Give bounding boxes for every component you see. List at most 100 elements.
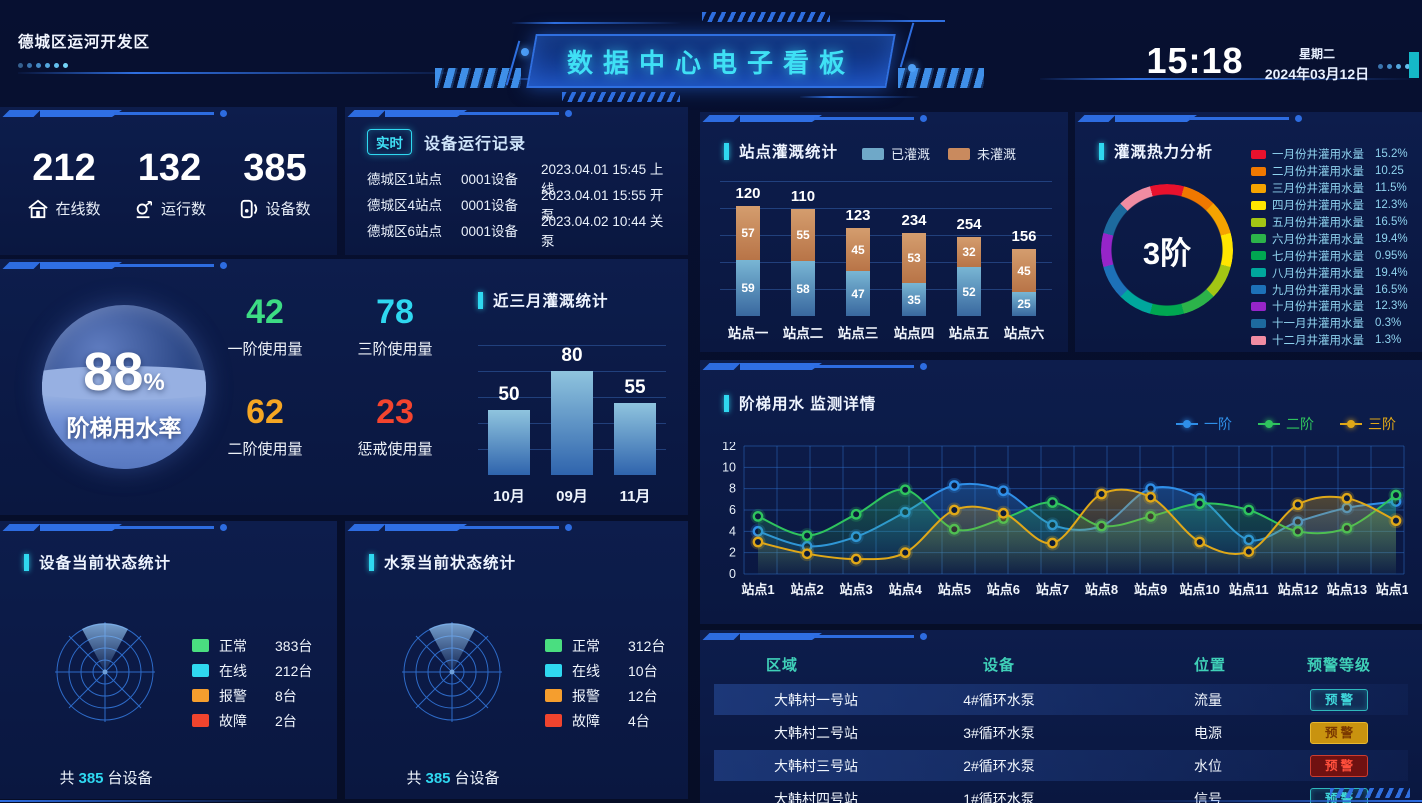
deco-bar bbox=[1115, 115, 1197, 122]
x-axis-label: 站点11 bbox=[1229, 582, 1269, 597]
grid-line bbox=[478, 345, 666, 346]
chevron bbox=[11, 524, 32, 531]
bar-segment-not-irrigated: 53 bbox=[902, 233, 926, 283]
legend-item[interactable]: 一阶 bbox=[1176, 414, 1232, 434]
legend-item[interactable]: 三月份井灌用水量 11.5% bbox=[1251, 180, 1419, 197]
header: 德城区运河开发区 数据中心电子看板 15:18 星期二 2024年03月12日 bbox=[0, 0, 1422, 105]
cell-area: 大韩村一号站 bbox=[774, 691, 858, 708]
legend-label: 八月份井灌用水量 bbox=[1272, 267, 1364, 280]
records-title: 设备运行记录 bbox=[424, 136, 527, 153]
bar-segment-not-irrigated: 57 bbox=[736, 206, 760, 260]
warning-badge[interactable]: 预警 bbox=[1310, 754, 1368, 777]
dot bbox=[54, 63, 59, 68]
legend-label: 报警 bbox=[219, 687, 247, 704]
legend-item[interactable]: 十一月井灌用水量 0.3% bbox=[1251, 315, 1419, 332]
legend-item[interactable]: 二月份井灌用水量 10.25 bbox=[1251, 163, 1419, 180]
deco-line bbox=[459, 526, 559, 529]
chart-title: 灌溉热力分析 bbox=[1114, 144, 1214, 161]
banner-dot bbox=[521, 48, 529, 56]
warning-badge[interactable]: 预警 bbox=[1310, 721, 1368, 744]
usage-stat: 62 二阶使用量 bbox=[205, 393, 325, 459]
panel-heat-analysis: 灌溉热力分析 3阶 一月份井灌用水量 15.2% 二月份井灌用水量 10.25 三月份井… bbox=[1075, 112, 1422, 352]
x-axis-label: 站点9 bbox=[1134, 582, 1167, 597]
status-legend-item[interactable]: 正常 383台 bbox=[192, 633, 332, 658]
dot bbox=[1387, 64, 1392, 69]
status-legend-item[interactable]: 报警 12台 bbox=[545, 683, 685, 708]
legend-item[interactable]: 二阶 bbox=[1258, 414, 1314, 434]
gauge-label: 阶梯用水率 bbox=[66, 415, 182, 441]
bar-total-label: 254 bbox=[956, 216, 982, 233]
status-legend-item[interactable]: 报警 8台 bbox=[192, 683, 332, 708]
legend-item[interactable]: 八月份井灌用水量 19.4% bbox=[1251, 264, 1419, 281]
chevron bbox=[2, 524, 23, 531]
legend-swatch bbox=[192, 714, 209, 727]
status-legend-item[interactable]: 正常 312台 bbox=[545, 633, 685, 658]
legend-label: 未灌溉 bbox=[977, 147, 1017, 162]
total-value: 385 bbox=[78, 770, 104, 787]
series-points-三阶 bbox=[750, 486, 1404, 567]
status-legend-item[interactable]: 在线 10台 bbox=[545, 658, 685, 683]
legend-item[interactable]: 三阶 bbox=[1340, 414, 1396, 434]
legend-item[interactable]: 一月份井灌用水量 15.2% bbox=[1251, 146, 1419, 163]
legend-dot bbox=[1347, 419, 1355, 428]
dot bbox=[1378, 64, 1383, 69]
dot bbox=[63, 63, 68, 68]
bar-segment-not-irrigated: 55 bbox=[791, 209, 815, 261]
x-axis-label: 站点13 bbox=[1327, 582, 1367, 597]
monitor-legend[interactable]: 一阶 二阶 三阶 bbox=[1176, 414, 1396, 434]
deco-line bbox=[1189, 117, 1289, 120]
warning-badge[interactable]: 预警 bbox=[1310, 688, 1368, 711]
status-legend-item[interactable]: 故障 4台 bbox=[545, 708, 685, 733]
legend-swatch bbox=[1251, 251, 1266, 261]
legend-label: 二阶 bbox=[1286, 416, 1314, 432]
legend-item[interactable]: 十月份井灌用水量 12.3% bbox=[1251, 298, 1419, 315]
chevron bbox=[20, 110, 41, 117]
legend-label: 一月份井灌用水量 bbox=[1272, 149, 1364, 162]
status-legend-item[interactable]: 故障 2台 bbox=[192, 708, 332, 733]
legend-item[interactable]: 四月份井灌用水量 12.3% bbox=[1251, 197, 1419, 214]
panel-decoration bbox=[2, 262, 228, 270]
decor-hatch-footer bbox=[1330, 788, 1410, 798]
deco-dot bbox=[565, 524, 572, 531]
stat-label: 在线数 bbox=[55, 201, 101, 218]
legend-label: 七月份井灌用水量 bbox=[1272, 250, 1364, 263]
legend-item[interactable]: 六月份井灌用水量 19.4% bbox=[1251, 230, 1419, 247]
cell-area: 大韩村二号站 bbox=[774, 724, 858, 741]
radar-sweep bbox=[429, 623, 475, 672]
stat-online: 212 在线数 bbox=[12, 147, 116, 219]
panel-decoration bbox=[2, 110, 228, 118]
decor-corner-block bbox=[1409, 52, 1419, 78]
legend-item[interactable]: 五月份井灌用水量 16.5% bbox=[1251, 214, 1419, 231]
chevron bbox=[20, 262, 41, 269]
legend-label: 十二月井灌用水量 bbox=[1272, 335, 1364, 348]
heat-legend[interactable]: 一月份井灌用水量 15.2% 二月份井灌用水量 10.25 三月份井灌用水量 11.5% 四… bbox=[1251, 146, 1419, 349]
legend-item[interactable]: 九月份井灌用水量 16.5% bbox=[1251, 281, 1419, 298]
deco-bar bbox=[40, 524, 122, 531]
status-legend-item[interactable]: 在线 212台 bbox=[192, 658, 332, 683]
x-axis-label: 站点10 bbox=[1179, 582, 1219, 597]
legend-item[interactable]: 十二月井灌用水量 1.3% bbox=[1251, 332, 1419, 349]
table-row[interactable]: 大韩村三号站 2#循环水泵 水位 预警 bbox=[714, 750, 1408, 781]
irrigation-legend[interactable]: 已灌溉 未灌溉 bbox=[862, 144, 1016, 163]
legend-swatch bbox=[1251, 335, 1266, 345]
legend-value: 16.5% bbox=[1375, 283, 1408, 296]
title-bar-icon bbox=[724, 142, 729, 160]
clock-time: 15:18 bbox=[1146, 40, 1244, 81]
legend-item[interactable]: 已灌溉 bbox=[862, 144, 930, 163]
panel-decoration bbox=[347, 524, 573, 532]
legend-count: 12台 bbox=[628, 687, 658, 704]
legend-line bbox=[1176, 419, 1198, 428]
table-row[interactable]: 大韩村一号站 4#循环水泵 流量 预警 bbox=[714, 684, 1408, 715]
bar-segment-not-irrigated: 45 bbox=[1012, 249, 1036, 292]
chevron bbox=[11, 262, 32, 269]
legend-item[interactable]: 七月份井灌用水量 0.95% bbox=[1251, 247, 1419, 264]
legend-label: 十一月井灌用水量 bbox=[1272, 318, 1364, 331]
stacked-bar: 52 32 bbox=[957, 237, 981, 316]
legend-item[interactable]: 未灌溉 bbox=[948, 144, 1016, 163]
table-row[interactable]: 大韩村二号站 3#循环水泵 电源 预警 bbox=[714, 717, 1408, 748]
usage-stat-label: 三阶使用量 bbox=[357, 341, 433, 358]
y-tick-label: 0 bbox=[729, 567, 736, 581]
date-label: 2024年03月12日 bbox=[1264, 66, 1370, 82]
chevron bbox=[711, 115, 732, 122]
